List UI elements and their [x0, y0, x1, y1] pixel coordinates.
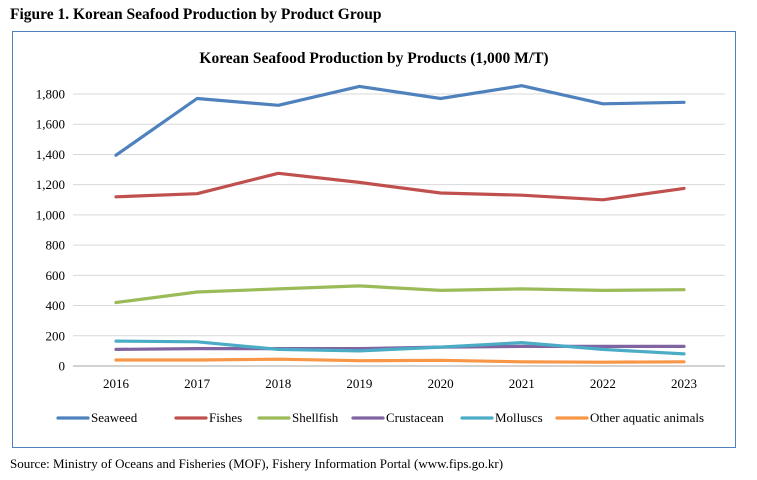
figure-title: Figure 1. Korean Seafood Production by P… — [10, 6, 382, 23]
y-tick-label: 200 — [46, 328, 66, 343]
legend-item: Shellfish — [257, 410, 339, 425]
axes: 0 200 400 600 800 1,000 1,200 1,400 1,600 1,800 20… — [36, 87, 697, 392]
x-tick-label: 2017 — [184, 376, 211, 391]
legend-label: Seaweed — [91, 410, 138, 425]
series-line-other-aquatic-animals — [114, 357, 686, 364]
y-tick-label: 0 — [59, 359, 66, 374]
x-tick-label: 2022 — [590, 376, 616, 391]
legend: Seaweed Fishes Shellfish Crustacean Molluscs… — [56, 410, 704, 425]
x-tick-label: 2018 — [265, 376, 291, 391]
y-tick-label: 1,200 — [36, 177, 65, 192]
x-tick-label: 2016 — [103, 376, 130, 391]
legend-label: Molluscs — [495, 410, 543, 425]
legend-item: Seaweed — [56, 410, 138, 425]
x-tick-label: 2023 — [671, 376, 697, 391]
chart-title: Korean Seafood Production by Products (1… — [199, 50, 548, 67]
legend-label: Fishes — [209, 410, 242, 425]
series-line-seaweed — [114, 84, 686, 157]
series-line-shellfish — [114, 284, 686, 305]
x-tick-label: 2021 — [509, 376, 535, 391]
gridlines — [73, 93, 725, 367]
legend-item: Fishes — [174, 410, 242, 425]
y-tick-label: 1,800 — [36, 87, 65, 102]
y-tick-label: 1,600 — [36, 117, 65, 132]
y-tick-label: 800 — [46, 238, 66, 253]
legend-item: Crustacean — [351, 410, 444, 425]
legend-label: Crustacean — [386, 410, 444, 425]
series-lines — [114, 84, 686, 364]
series-line-fishes — [114, 171, 686, 202]
series-line-molluscs — [114, 339, 686, 356]
source-note: Source: Ministry of Oceans and Fisheries… — [10, 456, 504, 471]
y-tick-label: 400 — [46, 298, 66, 313]
x-tick-label: 2019 — [346, 376, 372, 391]
x-tick-label: 2020 — [428, 376, 454, 391]
legend-item: Molluscs — [460, 410, 543, 425]
line-chart: Korean Seafood Production by Products (1… — [36, 50, 725, 425]
legend-label: Other aquatic animals — [590, 410, 704, 425]
chart-frame: Korean Seafood Production by Products (1… — [12, 31, 736, 448]
y-tick-label: 1,400 — [36, 147, 65, 162]
legend-label: Shellfish — [292, 410, 339, 425]
legend-item: Other aquatic animals — [555, 410, 704, 425]
y-tick-label: 600 — [46, 268, 66, 283]
y-tick-label: 1,000 — [36, 207, 65, 222]
